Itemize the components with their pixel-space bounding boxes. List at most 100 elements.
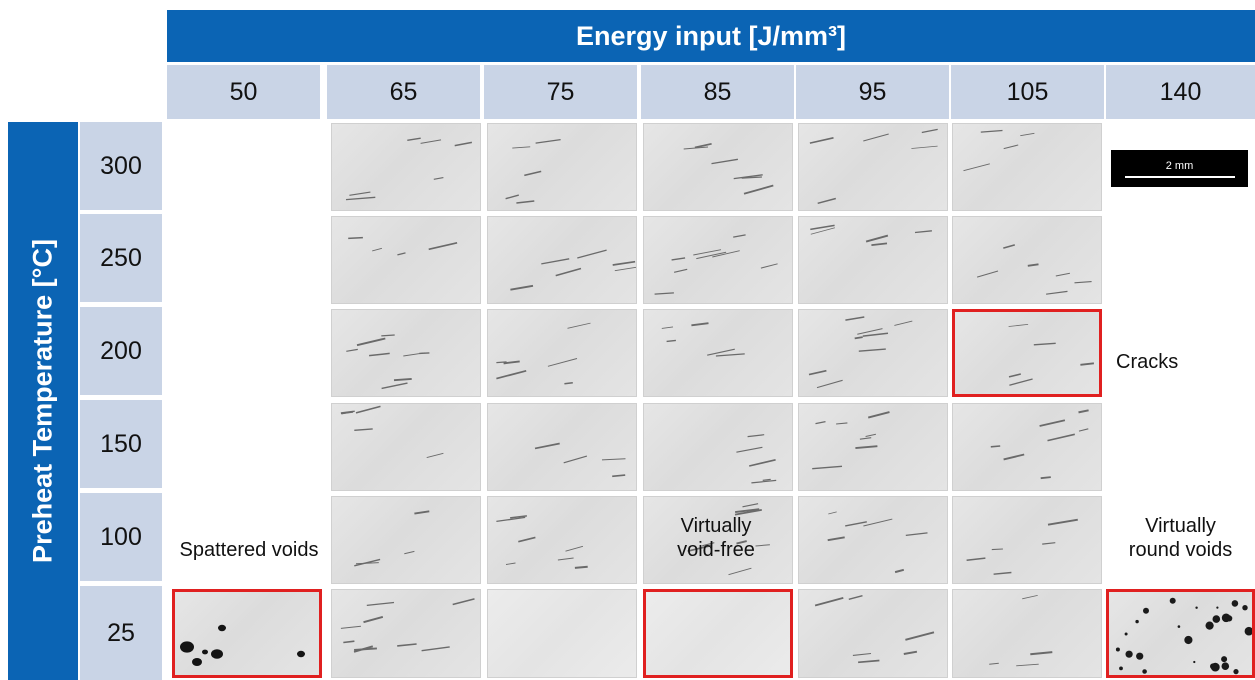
crack-mark xyxy=(421,646,450,652)
crack-mark xyxy=(671,257,686,261)
micrograph-tile xyxy=(487,309,637,397)
crack-mark xyxy=(914,230,932,234)
crack-mark xyxy=(812,465,843,470)
crack-mark xyxy=(355,562,379,565)
micrograph-texture xyxy=(340,598,475,653)
crack-mark xyxy=(696,251,727,260)
energy-header-75: 75 xyxy=(484,65,637,119)
energy-header-140: 140 xyxy=(1106,65,1255,119)
micrograph-texture xyxy=(1008,324,1095,386)
crack-mark xyxy=(991,548,1003,551)
void-mark xyxy=(1216,606,1219,609)
void-mark xyxy=(1119,666,1123,671)
crack-mark xyxy=(867,411,890,419)
micrograph-tile xyxy=(643,403,793,491)
micrograph-tile xyxy=(331,216,481,304)
crack-mark xyxy=(733,234,746,238)
void-mark xyxy=(1244,626,1252,636)
void-mark xyxy=(1125,650,1133,658)
scale-bar: 2 mm xyxy=(1111,150,1248,187)
micrograph-texture xyxy=(827,511,928,574)
micrograph-texture xyxy=(346,334,430,390)
crack-mark xyxy=(510,284,534,291)
void-mark xyxy=(1142,669,1147,674)
crack-mark xyxy=(393,377,412,382)
crack-mark xyxy=(340,625,361,629)
temp-header-200: 200 xyxy=(80,307,162,395)
crack-mark xyxy=(612,474,626,478)
crack-mark xyxy=(563,455,588,464)
micrograph-texture xyxy=(963,129,1035,172)
crack-mark xyxy=(567,322,591,329)
micrograph-tile xyxy=(331,496,481,584)
void-mark xyxy=(192,658,202,666)
micrograph-texture xyxy=(687,503,770,576)
crack-mark xyxy=(707,348,735,356)
crack-mark xyxy=(503,360,520,365)
crack-mark xyxy=(366,601,395,606)
micrograph-tile xyxy=(798,309,948,397)
crack-mark xyxy=(734,509,762,516)
crack-mark xyxy=(736,540,747,545)
crack-mark xyxy=(1003,453,1025,461)
crack-mark xyxy=(414,510,430,515)
void-mark xyxy=(1184,635,1193,645)
void-mark xyxy=(1135,619,1139,624)
crack-mark xyxy=(1078,428,1089,432)
crack-mark xyxy=(741,176,762,179)
crack-mark xyxy=(1033,342,1056,346)
crack-mark xyxy=(505,562,516,565)
crack-mark xyxy=(734,508,760,514)
micrograph-texture xyxy=(534,442,626,478)
micrograph-tile xyxy=(331,403,481,491)
crack-mark xyxy=(354,428,373,431)
crack-mark xyxy=(871,242,888,246)
crack-mark xyxy=(565,545,584,552)
micrograph-texture xyxy=(1115,597,1252,675)
crack-mark xyxy=(496,361,507,364)
micrograph-tile xyxy=(952,403,1102,491)
temp-header-25: 25 xyxy=(80,586,162,680)
void-mark xyxy=(180,641,194,653)
micrograph-tile xyxy=(331,123,481,211)
crack-mark xyxy=(1047,518,1078,526)
micrograph-texture xyxy=(814,595,935,664)
crack-mark xyxy=(1008,373,1021,378)
crack-mark xyxy=(661,326,674,329)
crack-mark xyxy=(1046,290,1068,295)
preheat-banner: Preheat Temperature [°C] xyxy=(8,122,78,680)
crack-mark xyxy=(1055,272,1070,277)
micrograph-tile xyxy=(487,403,637,491)
crack-mark xyxy=(857,328,883,335)
crack-mark xyxy=(976,270,999,278)
crack-mark xyxy=(911,145,938,149)
crack-mark xyxy=(404,550,415,555)
round-voids-annotation: Virtually round voids xyxy=(1128,515,1233,561)
micrograph-texture xyxy=(736,434,777,484)
void-mark xyxy=(1231,600,1239,607)
crack-mark xyxy=(363,615,384,624)
crack-mark xyxy=(512,146,531,149)
crack-mark xyxy=(601,458,626,461)
crack-mark xyxy=(534,442,560,450)
void-mark xyxy=(1143,607,1149,614)
crack-mark xyxy=(903,650,918,655)
micrograph-texture xyxy=(808,316,913,389)
crack-mark xyxy=(814,597,844,607)
energy-header-95: 95 xyxy=(796,65,949,119)
micrograph-texture xyxy=(505,139,561,204)
crack-mark xyxy=(356,337,386,347)
crack-mark xyxy=(516,200,535,204)
crack-mark xyxy=(859,437,872,440)
crack-mark xyxy=(845,316,865,321)
crack-mark xyxy=(541,258,570,265)
crack-mark xyxy=(817,197,836,205)
crack-mark xyxy=(1030,651,1053,656)
crack-mark xyxy=(673,268,688,273)
crack-mark xyxy=(894,568,905,574)
micrograph-tile xyxy=(952,216,1102,304)
crack-mark xyxy=(762,478,771,481)
crack-mark xyxy=(828,511,837,515)
crack-mark xyxy=(343,640,355,644)
crack-mark xyxy=(1022,595,1038,600)
